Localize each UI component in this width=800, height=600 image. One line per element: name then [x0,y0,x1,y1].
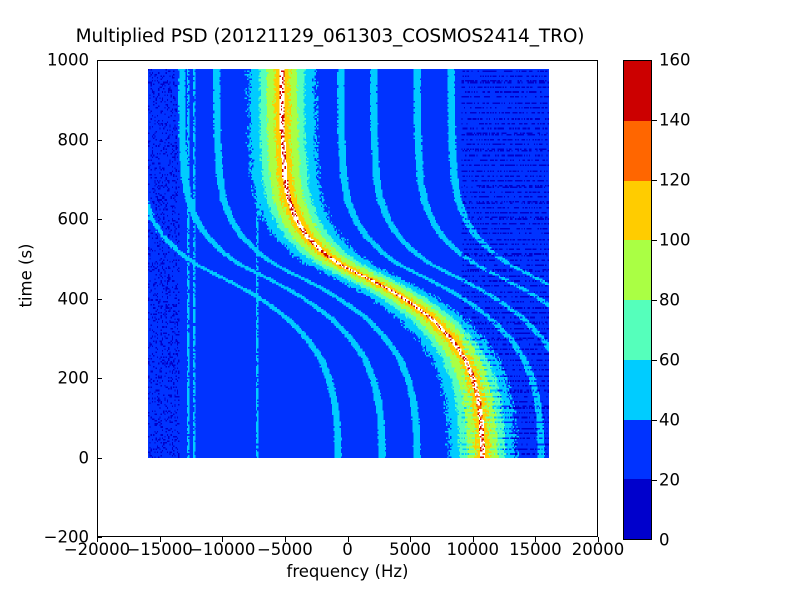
y-tick-label: 1000 [47,50,89,70]
x-tick-mark [598,537,599,542]
colorbar-segment [624,479,651,539]
colorbar-tick-label: 100 [659,230,691,250]
y-tick-mark [97,139,102,141]
x-tick-mark [159,537,161,542]
colorbar [623,60,652,540]
colorbar-segment [624,419,651,480]
y-tick-label: 0 [78,448,90,467]
y-tick-mark [97,537,102,538]
x-tick-label: 10000 [446,540,500,559]
x-tick-mark [347,537,349,542]
y-axis-label: time (s) [16,243,36,308]
x-tick-label: 20000 [571,540,625,559]
x-tick-label: −20000 [63,540,131,559]
colorbar-tick-label: 120 [659,170,691,190]
y-tick-label: 400 [57,289,90,308]
y-tick-mark [97,219,102,220]
x-tick-label: −15000 [126,540,193,559]
x-tick-label: 5000 [389,540,432,559]
colorbar-tick-mark [652,420,657,421]
plot-axes [97,60,598,537]
colorbar-segment [624,240,651,300]
y-tick-mark [97,60,102,61]
colorbar-segment [624,120,651,181]
y-tick-label: 600 [57,209,90,229]
colorbar-segment [624,300,651,360]
colorbar-tick-label: 40 [659,410,680,430]
x-tick-mark [97,537,98,542]
y-tick-mark [97,457,102,459]
colorbar-tick-label: 80 [659,290,680,310]
colorbar-tick-mark [652,180,657,181]
colorbar-segment [624,180,651,241]
colorbar-segment [624,61,651,121]
y-tick-label: 800 [57,130,90,149]
x-axis-label: frequency (Hz) [286,562,409,581]
x-tick-mark [284,537,286,542]
x-tick-mark [472,537,474,542]
colorbar-tick-mark [652,360,657,361]
colorbar-tick-label: 140 [659,110,691,130]
y-tick-label: 200 [57,368,90,388]
colorbar-segment [624,359,651,420]
colorbar-tick-label: 160 [659,50,691,70]
colorbar-tick-label: 60 [659,350,680,370]
colorbar-tick-mark [652,240,657,241]
x-tick-label: −5000 [256,540,313,559]
colorbar-tick-mark [652,120,657,121]
y-tick-label: −200 [43,527,89,547]
colorbar-tick-label: 20 [659,470,680,490]
colorbar-tick-mark [652,300,657,301]
x-tick-label: 0 [342,540,353,559]
spectrogram-image [148,68,549,459]
y-tick-mark [97,378,102,379]
x-tick-mark [410,537,412,542]
y-tick-mark [97,298,102,300]
x-tick-label: 15000 [509,540,562,559]
colorbar-tick-mark [652,480,657,481]
x-tick-mark [535,537,537,542]
x-tick-label: −10000 [189,540,256,559]
x-tick-mark [222,537,224,542]
chart-title: Multiplied PSD (20121129_061303_COSMOS24… [75,26,585,47]
colorbar-tick-label: 0 [659,530,670,550]
plot-clip-region [98,61,597,536]
spectrogram-heatmap [148,68,549,459]
